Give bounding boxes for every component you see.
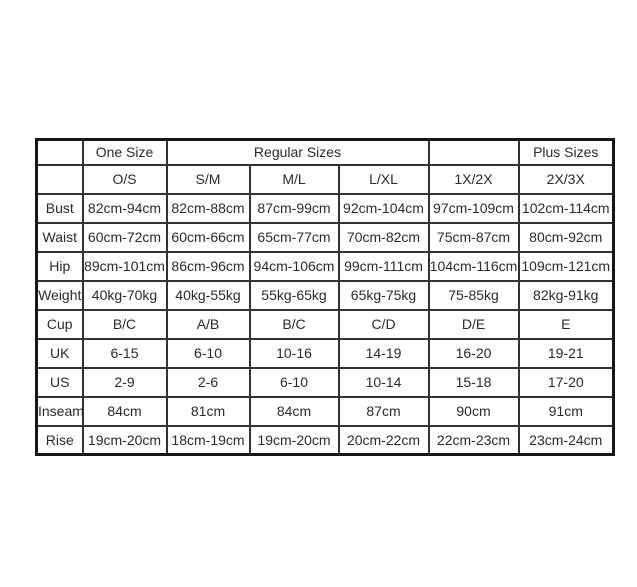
value-cell: 82cm-88cm (165, 192, 251, 224)
value-cell: 104cm-116cm (427, 250, 520, 282)
value-cell: 90cm (427, 395, 520, 427)
row-label: Rise (35, 424, 84, 456)
value-cell: 15-18 (427, 366, 520, 398)
value-cell: 19cm-20cm (248, 424, 340, 456)
value-cell: 84cm (248, 395, 340, 427)
value-cell: 55kg-65kg (248, 279, 340, 311)
row-label: Waist (35, 221, 84, 253)
value-cell: 65kg-75kg (337, 279, 430, 311)
value-cell: 18cm-19cm (165, 424, 251, 456)
value-cell: 10-14 (337, 366, 430, 398)
corner-blank-cell (35, 138, 84, 166)
size-code-sm: S/M (165, 163, 251, 195)
value-cell: 17-20 (517, 366, 615, 398)
size-code-row: O/S S/M M/L L/XL 1X/2X 2X/3X (35, 163, 615, 195)
value-cell: 19-21 (517, 337, 615, 369)
row-label: Bust (35, 192, 84, 224)
value-cell: 75-85kg (427, 279, 520, 311)
value-cell: 40kg-70kg (81, 279, 168, 311)
value-cell: B/C (81, 308, 168, 340)
value-cell: 19cm-20cm (81, 424, 168, 456)
value-cell: 102cm-114cm (517, 192, 615, 224)
value-cell: 82kg-91kg (517, 279, 615, 311)
value-cell: 60cm-66cm (165, 221, 251, 253)
size-code-ml: M/L (248, 163, 340, 195)
value-cell: 87cm-99cm (248, 192, 340, 224)
value-cell: 14-19 (337, 337, 430, 369)
row-label: UK (35, 337, 84, 369)
value-cell: 109cm-121cm (517, 250, 615, 282)
value-cell: 75cm-87cm (427, 221, 520, 253)
table-row-rise: Rise 19cm-20cm 18cm-19cm 19cm-20cm 20cm-… (35, 424, 615, 456)
value-cell: 89cm-101cm (81, 250, 168, 282)
size-code-lxl: L/XL (337, 163, 430, 195)
table-row-hip: Hip 89cm-101cm 86cm-96cm 94cm-106cm 99cm… (35, 250, 615, 282)
row-label: Cup (35, 308, 84, 340)
row-label: Weight (35, 279, 84, 311)
value-cell: 82cm-94cm (81, 192, 168, 224)
size-code-2x3x: 2X/3X (517, 163, 615, 195)
size-code-1x2x: 1X/2X (427, 163, 520, 195)
value-cell: 81cm (165, 395, 251, 427)
value-cell: 94cm-106cm (248, 250, 340, 282)
value-cell: 10-16 (248, 337, 340, 369)
table-row-bust: Bust 82cm-94cm 82cm-88cm 87cm-99cm 92cm-… (35, 192, 615, 224)
value-cell: 6-10 (165, 337, 251, 369)
value-cell: 70cm-82cm (337, 221, 430, 253)
value-cell: 16-20 (427, 337, 520, 369)
value-cell: 23cm-24cm (517, 424, 615, 456)
value-cell: 40kg-55kg (165, 279, 251, 311)
value-cell: 22cm-23cm (427, 424, 520, 456)
group-header-regular-sizes: Regular Sizes (165, 138, 430, 166)
size-code-blank-cell (35, 163, 84, 195)
group-header-one-size: One Size (81, 138, 168, 166)
value-cell: 6-10 (248, 366, 340, 398)
value-cell: 87cm (337, 395, 430, 427)
value-cell: 91cm (517, 395, 615, 427)
value-cell: 2-9 (81, 366, 168, 398)
value-cell: E (517, 308, 615, 340)
value-cell: 86cm-96cm (165, 250, 251, 282)
group-header-blank-cell (427, 138, 520, 166)
row-label: Hip (35, 250, 84, 282)
value-cell: 99cm-111cm (337, 250, 430, 282)
value-cell: 92cm-104cm (337, 192, 430, 224)
table-row-waist: Waist 60cm-72cm 60cm-66cm 65cm-77cm 70cm… (35, 221, 615, 253)
table-row-cup: Cup B/C A/B B/C C/D D/E E (35, 308, 615, 340)
value-cell: 80cm-92cm (517, 221, 615, 253)
table-row-us: US 2-9 2-6 6-10 10-14 15-18 17-20 (35, 366, 615, 398)
value-cell: 2-6 (165, 366, 251, 398)
value-cell: 65cm-77cm (248, 221, 340, 253)
group-header-row: One Size Regular Sizes Plus Sizes (35, 138, 615, 166)
table-row-weight: Weight 40kg-70kg 40kg-55kg 55kg-65kg 65k… (35, 279, 615, 311)
group-header-plus-sizes: Plus Sizes (517, 138, 615, 166)
size-chart-table: One Size Regular Sizes Plus Sizes O/S S/… (35, 138, 615, 456)
size-code-os: O/S (81, 163, 168, 195)
value-cell: 84cm (81, 395, 168, 427)
value-cell: B/C (248, 308, 340, 340)
value-cell: 20cm-22cm (337, 424, 430, 456)
row-label: Inseam (35, 395, 84, 427)
table-row-inseam: Inseam 84cm 81cm 84cm 87cm 90cm 91cm (35, 395, 615, 427)
value-cell: 60cm-72cm (81, 221, 168, 253)
row-label: US (35, 366, 84, 398)
value-cell: 97cm-109cm (427, 192, 520, 224)
table-row-uk: UK 6-15 6-10 10-16 14-19 16-20 19-21 (35, 337, 615, 369)
value-cell: C/D (337, 308, 430, 340)
value-cell: A/B (165, 308, 251, 340)
value-cell: 6-15 (81, 337, 168, 369)
value-cell: D/E (427, 308, 520, 340)
